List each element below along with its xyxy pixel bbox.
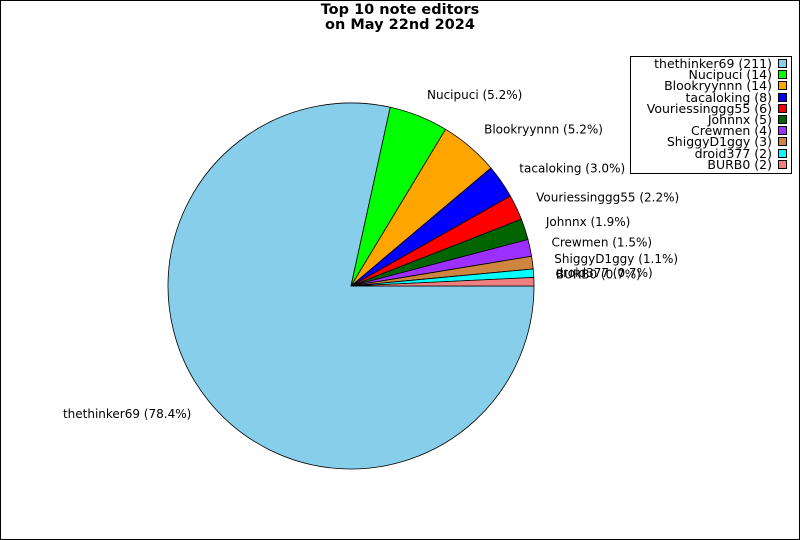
legend-label: ShiggyD1ggy (3): [666, 134, 772, 150]
legend-label: Blookryynnn (14): [664, 78, 772, 94]
legend-item-thethinker69: thethinker69 (211): [631, 56, 787, 72]
legend-item-droid377: droid377 (2): [631, 145, 787, 161]
pie-label-crewmen: Crewmen (1.5%): [552, 236, 653, 250]
pie-label-blookryynnn: Blookryynnn (5.2%): [484, 123, 603, 137]
legend-label: tacaloking (8): [685, 89, 772, 105]
pie-slice-burb0: [350, 277, 535, 287]
legend-swatch: [778, 92, 787, 102]
legend-item-burb0: BURB0 (2): [631, 156, 787, 172]
legend-label: Nucipuci (14): [688, 67, 772, 83]
legend-swatch: [778, 81, 787, 91]
legend-label: droid377 (2): [694, 145, 772, 161]
legend-swatch: [778, 137, 787, 147]
legend-swatch: [778, 126, 787, 136]
legend-item-shiggyd1ggy: ShiggyD1ggy (3): [631, 134, 787, 150]
chart-title-line-2: on May 22nd 2024: [325, 17, 475, 33]
pie-label-shiggyd1ggy: ShiggyD1ggy (1.1%): [554, 252, 678, 266]
legend: thethinker69 (211) Nucipuci (14) Blookryyn…: [630, 56, 792, 174]
pie-labels: thethinker69 (78.4%) Nucipuci (5.2%) Blook…: [63, 88, 679, 421]
legend-swatch: [778, 148, 787, 158]
chart-title: Top 10 note editors on May 22nd 2024: [1, 3, 799, 33]
legend-item-nucipuci: Nucipuci (14): [631, 67, 787, 83]
legend-item-blookryynnn: Blookryynnn (14): [631, 78, 787, 94]
chart-title-line-1: Top 10 note editors: [320, 2, 480, 18]
legend-swatch: [778, 115, 787, 125]
pie-label-thethinker69: thethinker69 (78.4%): [63, 407, 191, 421]
pie-label-johnnx: Johnnx (1.9%): [545, 215, 630, 229]
legend-label: thethinker69 (211): [654, 56, 772, 72]
legend-label: BURB0 (2): [707, 156, 772, 172]
legend-label: Johnnx (5): [707, 112, 772, 128]
legend-swatch: [778, 159, 787, 169]
pie-label-burb0: BURB0 (0.7%): [556, 268, 641, 282]
legend-item-tacaloking: tacaloking (8): [631, 89, 787, 105]
pie-slices: [167, 102, 535, 470]
pie-label-tacaloking: tacaloking (3.0%): [519, 162, 625, 176]
legend-label: Crewmen (4): [691, 123, 772, 139]
legend-swatch: [778, 103, 787, 113]
legend-label: Vouriessinggg55 (6): [646, 100, 772, 116]
pie-label-nucipuci: Nucipuci (5.2%): [427, 88, 522, 102]
legend-item-johnnx: Johnnx (5): [631, 112, 787, 128]
legend-item-crewmen: Crewmen (4): [631, 123, 787, 139]
pie-label-droid377: droid377 (0.7%): [556, 266, 653, 280]
legend-item-vouriessinggg55: Vouriessinggg55 (6): [631, 100, 787, 116]
legend-swatch: [778, 59, 787, 69]
pie-label-vouriessinggg55: Vouriessinggg55 (2.2%): [536, 191, 679, 205]
legend-swatch: [778, 70, 787, 80]
